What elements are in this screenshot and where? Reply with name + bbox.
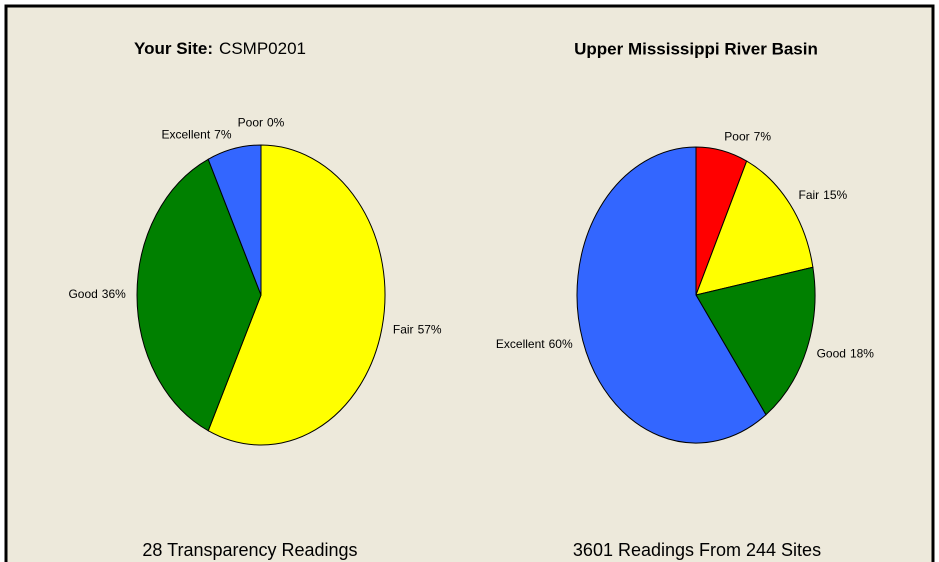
- slice-category: Excellent: [161, 128, 210, 142]
- slice-category: Poor: [724, 130, 749, 144]
- slice-label: Poor 0%: [238, 116, 285, 130]
- pie-slice: [136, 158, 262, 432]
- slice-category: Good: [68, 287, 97, 301]
- slice-category: Excellent: [496, 337, 545, 351]
- pie-slice: [695, 160, 814, 296]
- slice-value: 57%: [418, 323, 442, 337]
- slice-label: Good 18%: [817, 347, 875, 361]
- pie-slice: [207, 144, 386, 446]
- slice-label: Fair 15%: [798, 188, 847, 202]
- slice-value: 60%: [549, 337, 573, 351]
- slice-label: Poor 7%: [724, 130, 771, 144]
- slice-category: Fair: [798, 188, 819, 202]
- slice-value: 15%: [823, 188, 847, 202]
- slice-value: 7%: [754, 130, 772, 144]
- chart-title: Upper Mississippi River Basin: [574, 39, 818, 58]
- slice-label: Good 36%: [68, 287, 126, 301]
- site-name: CSMP0201: [219, 39, 306, 58]
- slice-category: Fair: [393, 323, 414, 337]
- pie-slice: [576, 146, 767, 444]
- slice-value: 0%: [267, 116, 285, 130]
- chart-title: Your Site: CSMP0201: [134, 39, 306, 58]
- note: 28 Transparency Readings: [142, 540, 357, 560]
- slice-label: Fair 57%: [393, 323, 442, 337]
- pie-slice: [207, 144, 262, 296]
- title-prefix: Your Site:: [134, 39, 213, 58]
- slice-value: 18%: [850, 347, 874, 361]
- slice-category: Good: [817, 347, 846, 361]
- slice-value: 36%: [102, 287, 126, 301]
- note: 3601 Readings From 244 Sites: [573, 540, 821, 560]
- slice-label: Excellent 7%: [161, 128, 231, 142]
- slice-category: Poor: [238, 116, 263, 130]
- pie-slice: [695, 266, 816, 416]
- slice-value: 7%: [214, 128, 232, 142]
- slice-label: Excellent 60%: [496, 337, 573, 351]
